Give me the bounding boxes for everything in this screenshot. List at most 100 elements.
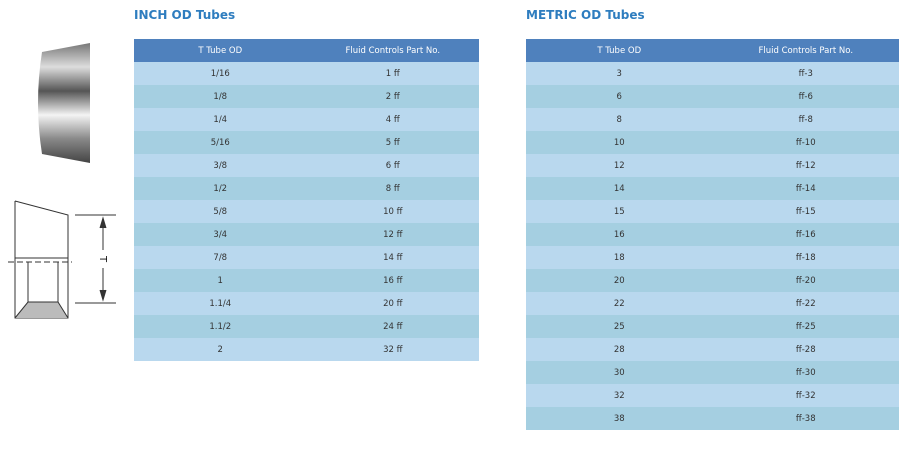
header-cell: Fluid Controls Part No. <box>306 39 479 62</box>
table-cell: ff-10 <box>712 131 899 154</box>
table-cell: 8 ff <box>306 177 479 200</box>
table-cell: 5/16 <box>134 131 307 154</box>
table-row: 16 ff-16 <box>526 223 899 246</box>
table-cell: 14 <box>526 177 713 200</box>
table-row: 1/16 1 ff <box>134 62 479 85</box>
table-cell: 1/4 <box>134 108 307 131</box>
table-row: 18 ff-18 <box>526 246 899 269</box>
table-cell: 12 ff <box>306 223 479 246</box>
table-cell: 16 <box>526 223 713 246</box>
metric-table: T Tube OD Fluid Controls Part No. 3 ff-3 6 ff… <box>526 39 899 430</box>
table-cell: 1.1/2 <box>134 315 307 338</box>
header-cell: T Tube OD <box>526 39 713 62</box>
table-cell: 25 <box>526 315 713 338</box>
table-row: 10 ff-10 <box>526 131 899 154</box>
table-cell: 38 <box>526 407 713 430</box>
table-cell: 18 <box>526 246 713 269</box>
table-row: 2 32 ff <box>134 338 479 361</box>
table-cell: 2 ff <box>306 85 479 108</box>
table-cell: 6 ff <box>306 154 479 177</box>
table-cell: ff-12 <box>712 154 899 177</box>
table-cell: 15 <box>526 200 713 223</box>
table-cell: 20 <box>526 269 713 292</box>
table-cell: 6 <box>526 85 713 108</box>
inch-title: INCH OD Tubes <box>134 8 236 22</box>
table-row: 38 ff-38 <box>526 407 899 430</box>
table-cell: 5 ff <box>306 131 479 154</box>
table-cell: 1/8 <box>134 85 307 108</box>
table-cell: 4 ff <box>306 108 479 131</box>
table-cell: 1/16 <box>134 62 307 85</box>
table-row: 1/2 8 ff <box>134 177 479 200</box>
table-cell: 10 <box>526 131 713 154</box>
table-row: 32 ff-32 <box>526 384 899 407</box>
table-cell: 10 ff <box>306 200 479 223</box>
table-cell: 1/2 <box>134 177 307 200</box>
table-cell: 12 <box>526 154 713 177</box>
table-cell: ff-15 <box>712 200 899 223</box>
table-cell: 24 ff <box>306 315 479 338</box>
table-row: 1 16 ff <box>134 269 479 292</box>
table-cell: 14 ff <box>306 246 479 269</box>
table-cell: ff-8 <box>712 108 899 131</box>
table-row: 22 ff-22 <box>526 292 899 315</box>
table-cell: ff-14 <box>712 177 899 200</box>
table-cell: 8 <box>526 108 713 131</box>
table-row: 8 ff-8 <box>526 108 899 131</box>
table-cell: ff-25 <box>712 315 899 338</box>
table-row: 30 ff-30 <box>526 361 899 384</box>
table-cell: 3 <box>526 62 713 85</box>
header-cell: T Tube OD <box>134 39 307 62</box>
table-row: 25 ff-25 <box>526 315 899 338</box>
table-cell: ff-20 <box>712 269 899 292</box>
inch-table: T Tube OD Fluid Controls Part No. 1/16 1 ff… <box>134 39 479 361</box>
table-cell: 7/8 <box>134 246 307 269</box>
table-cell: 32 <box>526 384 713 407</box>
ferrule-drawing <box>8 200 116 319</box>
table-cell: ff-16 <box>712 223 899 246</box>
ferrule-figures: T <box>8 43 116 319</box>
header-cell: Fluid Controls Part No. <box>712 39 899 62</box>
table-cell: ff-3 <box>712 62 899 85</box>
table-cell: 1 ff <box>306 62 479 85</box>
table-cell: ff-38 <box>712 407 899 430</box>
ferrule-photo <box>38 43 90 163</box>
table-row: 3 ff-3 <box>526 62 899 85</box>
table-row: 7/8 14 ff <box>134 246 479 269</box>
table-cell: 3/4 <box>134 223 307 246</box>
table-cell: ff-22 <box>712 292 899 315</box>
header-row: T Tube OD Fluid Controls Part No. <box>134 39 479 62</box>
metric-title: METRIC OD Tubes <box>526 8 645 22</box>
header-row: T Tube OD Fluid Controls Part No. <box>526 39 899 62</box>
table-cell: 5/8 <box>134 200 307 223</box>
table-row: 1.1/2 24 ff <box>134 315 479 338</box>
table-row: 3/8 6 ff <box>134 154 479 177</box>
table-cell: ff-30 <box>712 361 899 384</box>
table-cell: 3/8 <box>134 154 307 177</box>
table-row: 15 ff-15 <box>526 200 899 223</box>
table-row: 20 ff-20 <box>526 269 899 292</box>
table-row: 1/4 4 ff <box>134 108 479 131</box>
table-cell: 1.1/4 <box>134 292 307 315</box>
table-cell: 20 ff <box>306 292 479 315</box>
table-cell: 32 ff <box>306 338 479 361</box>
table-row: 5/16 5 ff <box>134 131 479 154</box>
table-row: 5/8 10 ff <box>134 200 479 223</box>
table-row: 1/8 2 ff <box>134 85 479 108</box>
table-row: 1.1/4 20 ff <box>134 292 479 315</box>
table-cell: 28 <box>526 338 713 361</box>
table-cell: ff-18 <box>712 246 899 269</box>
table-cell: 2 <box>134 338 307 361</box>
table-cell: ff-32 <box>712 384 899 407</box>
table-row: 12 ff-12 <box>526 154 899 177</box>
table-cell: ff-28 <box>712 338 899 361</box>
dimension-label: T <box>97 255 108 263</box>
table-row: 14 ff-14 <box>526 177 899 200</box>
table-cell: 22 <box>526 292 713 315</box>
table-row: 28 ff-28 <box>526 338 899 361</box>
table-row: 3/4 12 ff <box>134 223 479 246</box>
table-cell: ff-6 <box>712 85 899 108</box>
table-cell: 1 <box>134 269 307 292</box>
table-cell: 30 <box>526 361 713 384</box>
